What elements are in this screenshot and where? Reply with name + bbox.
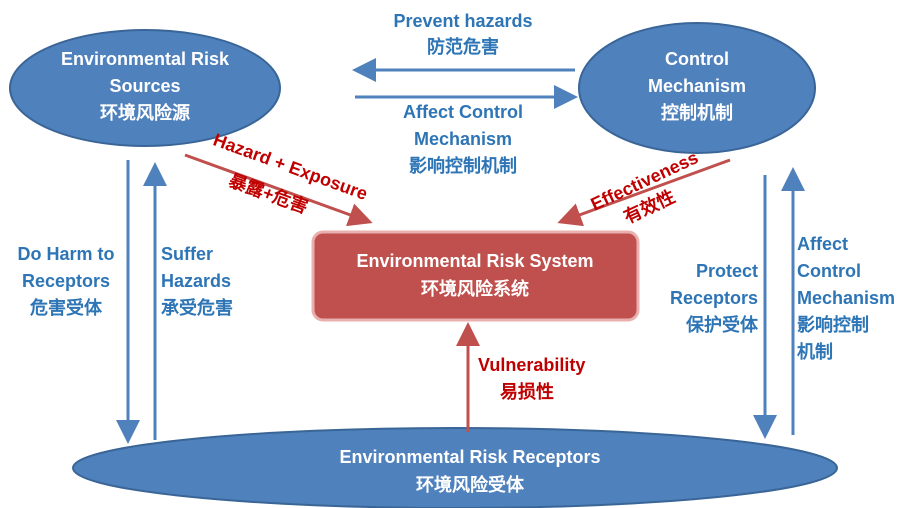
label: Control (797, 261, 861, 281)
label: Environmental Risk System (356, 251, 593, 271)
label: Vulnerability (478, 355, 585, 375)
label: Receptors (22, 271, 110, 291)
label: Environmental Risk Receptors (339, 447, 600, 467)
label: 环境风险源 (100, 102, 190, 123)
label: Affect (797, 234, 848, 254)
arrow (184, 153, 373, 227)
node-receptors (72, 427, 838, 508)
label: 防范危害 (427, 36, 499, 57)
label: Mechanism (414, 129, 512, 149)
label: Hazards (161, 271, 231, 291)
label: 承受危害 (161, 297, 233, 318)
right-labels: Protect Receptors 保护受体 (670, 261, 759, 335)
label: 易损性 (500, 381, 554, 402)
label: 影响控制 (797, 314, 869, 335)
label: Mechanism (797, 288, 895, 308)
node-system (311, 230, 640, 322)
label: Suffer (161, 244, 213, 264)
label: Prevent hazards (393, 11, 532, 31)
label: Do Harm to (17, 244, 114, 264)
label: Receptors (670, 288, 758, 308)
label: Control (665, 49, 729, 69)
label: Sources (109, 76, 180, 96)
arrow (557, 158, 731, 227)
label: 影响控制机制 (409, 155, 517, 176)
node-sources (9, 29, 281, 147)
label: Mechanism (648, 76, 746, 96)
node-control (578, 22, 816, 154)
label: 环境风险系统 (421, 278, 529, 299)
label: Environmental Risk (61, 49, 230, 69)
label: 机制 (797, 342, 833, 362)
label: Protect (696, 261, 758, 281)
label: 环境风险受体 (416, 474, 525, 495)
side-labels: Suffer Hazards 承受危害 Affect Control Mecha… (161, 234, 895, 402)
label: 保护受体 (685, 314, 759, 335)
label: 控制机制 (661, 102, 733, 123)
shapes (9, 22, 838, 508)
label: Affect Control (403, 102, 523, 122)
label: 危害受体 (29, 297, 103, 318)
